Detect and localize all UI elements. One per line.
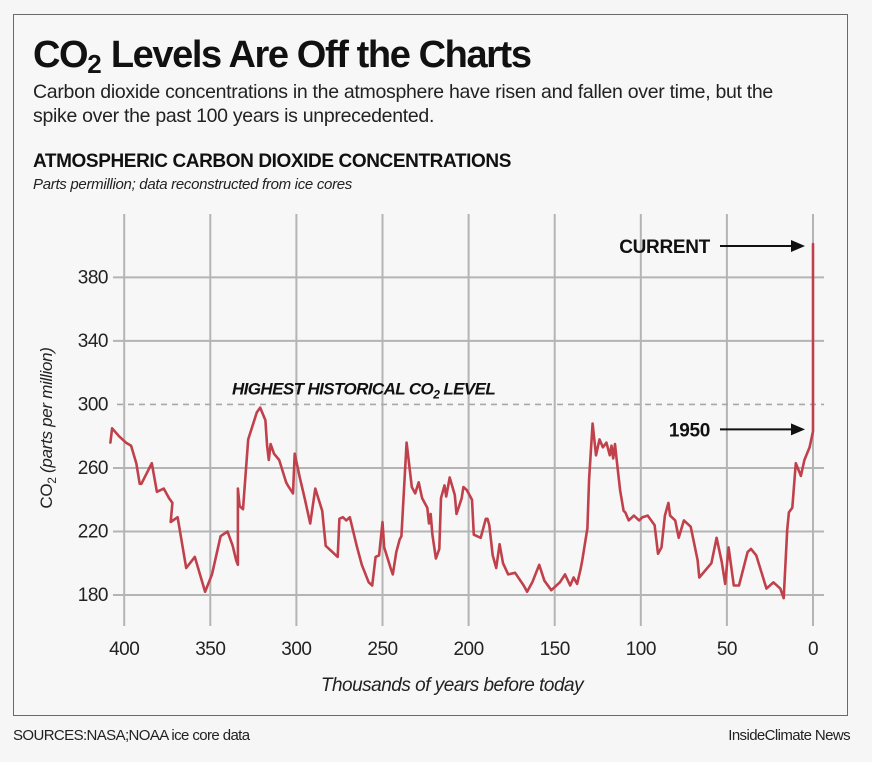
y-tick-label: 260 xyxy=(78,458,108,479)
series-line-co2 xyxy=(109,242,815,600)
chart-frame xyxy=(13,14,848,716)
x-tick-label: 400 xyxy=(109,639,139,660)
chart-heading: ATMOSPHERIC CARBON DIOXIDE CONCENTRATION… xyxy=(33,151,511,172)
x-tick-label: 350 xyxy=(195,639,225,660)
x-tick-label: 100 xyxy=(626,639,656,660)
sources-note: SOURCES:NASA;NOAA ice core data xyxy=(13,727,250,744)
y-axis-label: CO2 (parts per million) xyxy=(37,347,59,508)
reference-label-rest: LEVEL xyxy=(439,379,495,398)
title-subscript: 2 xyxy=(87,49,102,79)
annotation-label-current: CURRENT xyxy=(619,237,710,258)
y-tick-label: 300 xyxy=(78,394,108,415)
page-subtitle: Carbon dioxide concentrations in the atm… xyxy=(33,81,773,127)
y-tick-label: 220 xyxy=(78,521,108,542)
y-tick-label: 180 xyxy=(78,585,108,606)
annotations: CURRENT 1950 xyxy=(619,237,805,441)
title-co: CO xyxy=(33,34,89,76)
x-tick-label: 250 xyxy=(367,639,397,660)
reference-label-sub: 2 xyxy=(432,387,440,401)
reference-label-main: HIGHEST HISTORICAL CO xyxy=(232,379,434,398)
x-tick-label: 200 xyxy=(453,639,483,660)
tick-labels: 400 350 300 250 200 150 100 50 0 180 220 260 300 340 3… xyxy=(78,267,819,660)
title-rest: Levels Are Off the Charts xyxy=(101,34,532,76)
annotation-label-1950: 1950 xyxy=(669,420,710,441)
x-tick-label: 50 xyxy=(717,639,737,660)
publisher-credit: InsideClimate News xyxy=(728,727,850,744)
reference-line-label: HIGHEST HISTORICAL CO2 LEVEL xyxy=(232,379,495,401)
arrow-right-icon xyxy=(791,423,805,436)
y-label-rest: (parts per million) xyxy=(37,347,56,477)
y-tick-label: 340 xyxy=(78,331,108,352)
page-title: CO2 Levels Are Off the Charts xyxy=(33,33,532,86)
y-tick-label: 380 xyxy=(78,267,108,288)
x-axis-label: Thousands of years before today xyxy=(321,675,585,696)
x-tick-label: 0 xyxy=(808,639,818,660)
y-label-co: CO xyxy=(37,484,56,509)
x-tick-label: 300 xyxy=(281,639,311,660)
grid xyxy=(113,214,824,626)
x-tick-label: 150 xyxy=(540,639,570,660)
y-label-sub: 2 xyxy=(45,477,59,484)
chart-subheading: Parts permillion; data reconstructed fro… xyxy=(33,176,352,193)
arrow-right-icon xyxy=(791,240,805,253)
